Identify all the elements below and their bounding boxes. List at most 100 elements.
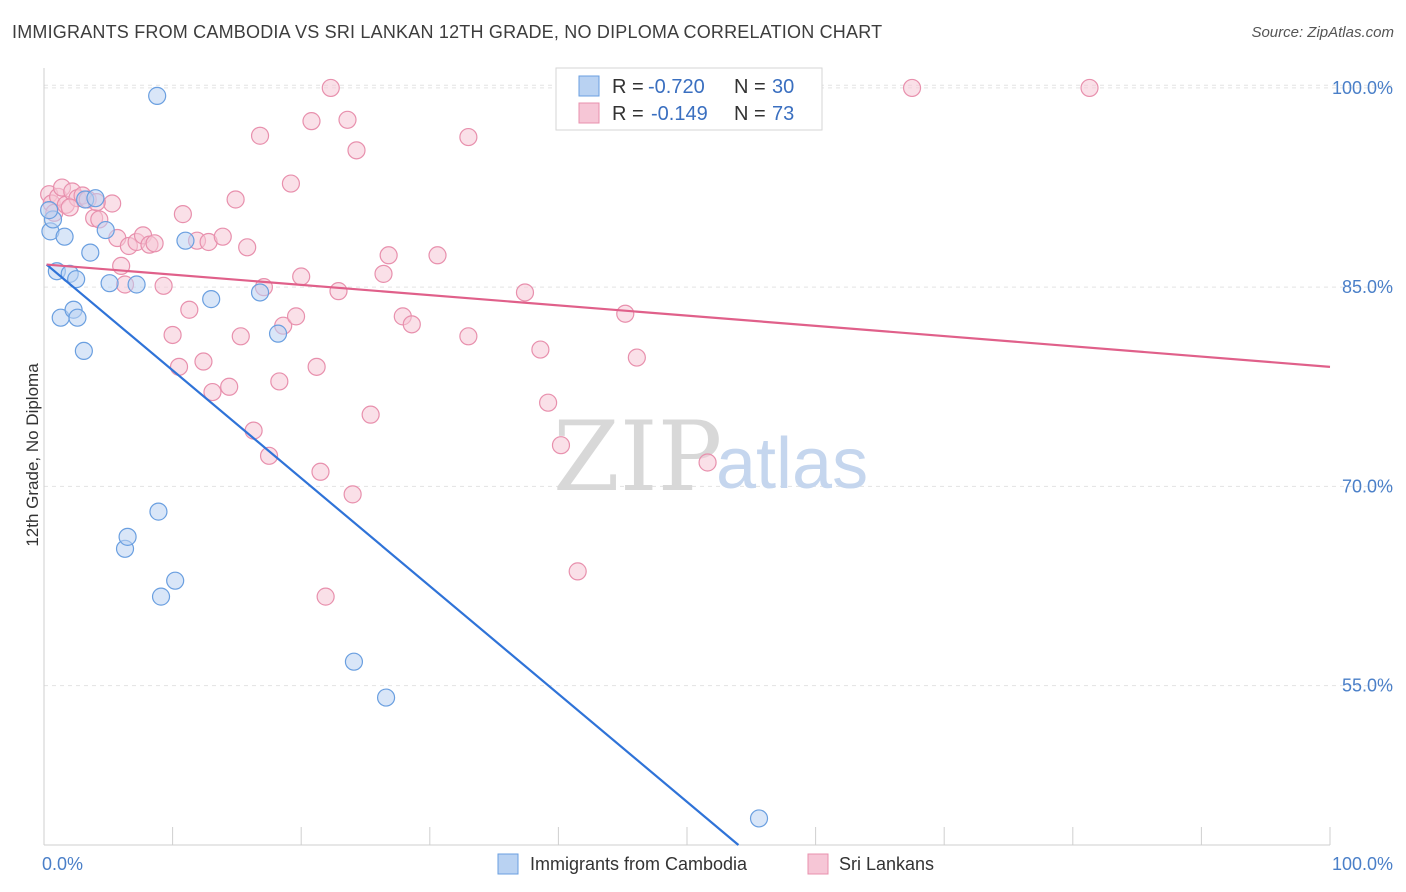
point-cambodia [67, 270, 86, 289]
point-srilankans [213, 227, 232, 246]
point-srilankans [902, 78, 922, 98]
point-srilankans [231, 327, 250, 346]
point-cambodia [68, 308, 87, 327]
point-srilankans [316, 587, 335, 606]
point-srilankans [311, 462, 330, 481]
point-srilankans [698, 453, 717, 472]
stats-r-label-srilankans: R = [612, 103, 644, 125]
point-cambodia [74, 341, 93, 361]
legend-label-cambodia[interactable]: Immigrants from Cambodia [530, 854, 748, 874]
point-srilankans [180, 300, 199, 319]
point-cambodia [749, 809, 769, 828]
data-points [40, 78, 1099, 828]
point-cambodia [268, 324, 288, 343]
y-tick-label: 70.0% [1342, 476, 1393, 496]
point-srilankans [259, 446, 279, 465]
stats-swatch-cambodia [578, 75, 600, 97]
point-srilankans [459, 127, 478, 147]
point-srilankans [338, 110, 357, 129]
point-cambodia [100, 274, 119, 293]
point-srilankans [145, 234, 164, 253]
point-srilankans [568, 562, 587, 581]
point-cambodia [149, 502, 168, 521]
stats-r-value-srilankans: -0.149 [651, 103, 708, 125]
point-srilankans [379, 246, 398, 265]
point-srilankans [173, 205, 192, 224]
point-srilankans [321, 78, 340, 98]
x-ticks [43, 827, 1331, 845]
legend-swatch-cambodia[interactable] [497, 853, 519, 875]
point-srilankans [60, 198, 79, 217]
point-srilankans [286, 307, 306, 326]
grid-lines [44, 84, 1392, 687]
point-cambodia [55, 227, 74, 246]
point-srilankans [292, 267, 311, 286]
point-srilankans [402, 315, 421, 334]
point-srilankans [163, 325, 182, 345]
point-cambodia [250, 283, 270, 302]
point-srilankans [347, 141, 366, 160]
point-srilankans [531, 340, 550, 359]
point-srilankans [428, 246, 447, 265]
point-cambodia [81, 243, 100, 262]
point-cambodia [176, 231, 195, 250]
point-srilankans [361, 405, 380, 424]
point-cambodia [376, 688, 396, 707]
y-axis-label: 12th Grade, No Diploma [23, 363, 42, 547]
point-srilankans [203, 382, 222, 402]
y-tick-label: 55.0% [1342, 676, 1393, 696]
point-srilankans [374, 264, 393, 283]
point-cambodia [202, 290, 221, 309]
source-label: Source: ZipAtlas.com [1251, 24, 1394, 41]
point-srilankans [270, 372, 289, 391]
trend-lines [45, 263, 1331, 846]
point-srilankans [238, 238, 257, 257]
watermark: ZIP atlas [553, 401, 868, 513]
y-tick-label: 100.0% [1332, 78, 1393, 98]
stats-swatch-srilankans [578, 102, 600, 124]
point-srilankans [539, 393, 558, 412]
point-cambodia [127, 275, 146, 294]
stats-n-value-srilankans: 73 [772, 103, 794, 125]
point-srilankans [1080, 78, 1099, 98]
point-srilankans [220, 377, 239, 396]
point-srilankans [627, 348, 646, 367]
point-cambodia [344, 652, 364, 671]
x-tick-label: 100.0% [1332, 854, 1393, 874]
series-legend: Immigrants from Cambodia Sri Lankans [497, 853, 934, 875]
watermark-atlas: atlas [716, 424, 868, 504]
point-srilankans [154, 276, 173, 295]
point-srilankans [515, 283, 535, 302]
point-srilankans [194, 352, 213, 371]
watermark-zip: ZIP [553, 401, 722, 513]
point-srilankans [307, 357, 326, 376]
legend-swatch-srilankans[interactable] [807, 853, 829, 875]
point-cambodia [148, 86, 167, 105]
y-tick-label: 85.0% [1342, 277, 1393, 297]
point-srilankans [169, 357, 189, 376]
stats-r-label-cambodia: R = [612, 76, 644, 98]
legend-label-srilankans[interactable]: Sri Lankans [839, 854, 934, 874]
point-srilankans [244, 421, 263, 440]
point-cambodia [151, 587, 171, 606]
trend-line-srilankans [46, 263, 1331, 368]
y-tick-labels: 100.0% 85.0% 70.0% 55.0% [1332, 78, 1393, 696]
x-tick-label: 0.0% [42, 854, 83, 874]
point-cambodia [40, 201, 59, 220]
x-tick-labels: 0.0% 100.0% [42, 854, 1393, 874]
point-cambodia [118, 527, 137, 546]
stats-n-value-cambodia: 30 [772, 76, 794, 98]
point-srilankans [226, 190, 245, 209]
point-cambodia [166, 571, 185, 590]
point-cambodia [86, 189, 105, 208]
stats-legend: R = -0.720 N = 30 R = -0.149 N = 73 [555, 67, 823, 131]
chart-title: IMMIGRANTS FROM CAMBODIA VS SRI LANKAN 1… [12, 22, 883, 42]
stats-r-value-cambodia: -0.720 [648, 76, 705, 98]
point-srilankans [551, 436, 571, 455]
point-srilankans [281, 174, 301, 193]
stats-n-label-cambodia: N = [734, 76, 766, 98]
point-srilankans [250, 126, 270, 145]
trend-line-cambodia [45, 263, 740, 846]
stats-legend-box [555, 67, 823, 131]
